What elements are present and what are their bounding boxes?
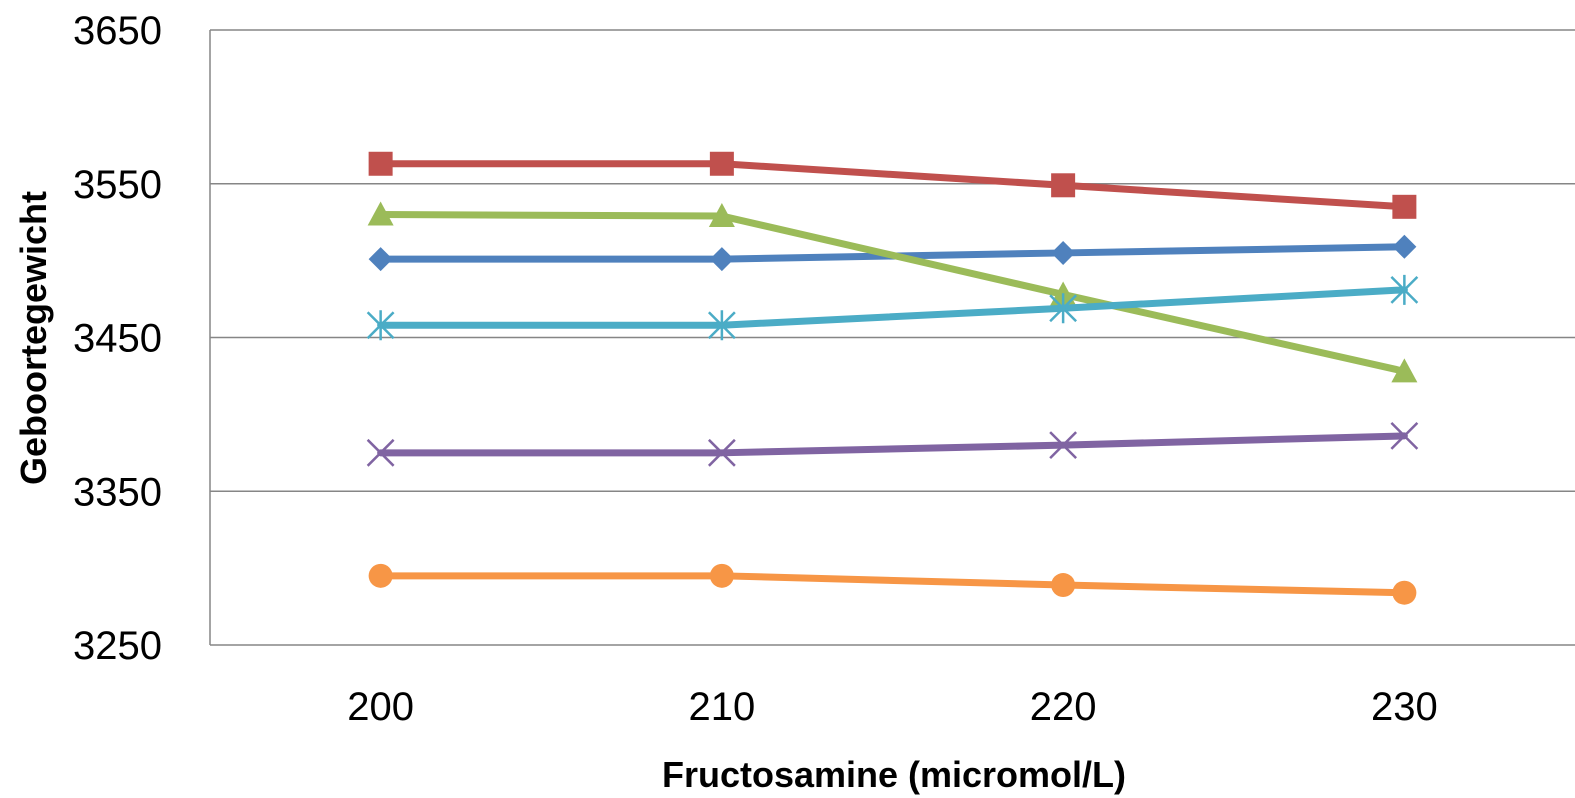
data-point (368, 151, 393, 176)
y-axis-title: Geboortegewicht (13, 191, 54, 485)
y-tick-label: 3450 (73, 317, 162, 361)
series-line (377, 211, 1408, 375)
data-point (1051, 173, 1076, 198)
series-x (366, 422, 1419, 467)
gridlines (209, 29, 1575, 646)
data-point (708, 203, 735, 228)
x-tick-label: 220 (1030, 685, 1097, 729)
data-point (368, 247, 393, 272)
x-tick-label: 210 (689, 685, 756, 729)
data-point (1392, 194, 1417, 219)
data-point (707, 438, 736, 467)
data-point (1049, 293, 1078, 324)
x-axis-ticks: 200 210 220 230 (347, 685, 1438, 729)
series-circle (368, 563, 1417, 605)
data-point (366, 438, 395, 467)
data-point (368, 563, 393, 588)
data-point (1391, 358, 1418, 383)
series-triangle (367, 201, 1418, 383)
data-point (709, 563, 734, 588)
y-tick-label: 3350 (73, 470, 162, 514)
series-line (377, 572, 1408, 597)
data-point (1049, 431, 1078, 460)
data-point (1051, 240, 1076, 265)
x-axis-title: Fructosamine (micromol/L) (662, 754, 1126, 795)
data-point (1390, 422, 1419, 450)
y-tick-label: 3550 (73, 163, 162, 207)
data-point (1392, 580, 1417, 605)
data-point (366, 310, 395, 341)
y-axis-ticks: 3250 3350 3450 3550 3650 (73, 9, 162, 668)
data-point (1392, 234, 1417, 259)
series-line (377, 432, 1408, 457)
x-tick-label: 200 (347, 685, 414, 729)
data-point (1051, 573, 1076, 598)
data-point (1390, 274, 1419, 305)
series-square (368, 151, 1417, 219)
data-point (709, 151, 734, 176)
series-line (377, 160, 1408, 211)
data-point (367, 201, 394, 226)
series (366, 151, 1419, 605)
series-line (377, 286, 1408, 329)
y-tick-label: 3650 (73, 9, 162, 53)
x-tick-label: 230 (1371, 685, 1438, 729)
y-tick-label: 3250 (73, 624, 162, 668)
series-star (366, 274, 1419, 341)
data-point (709, 247, 734, 272)
data-point (707, 310, 736, 341)
